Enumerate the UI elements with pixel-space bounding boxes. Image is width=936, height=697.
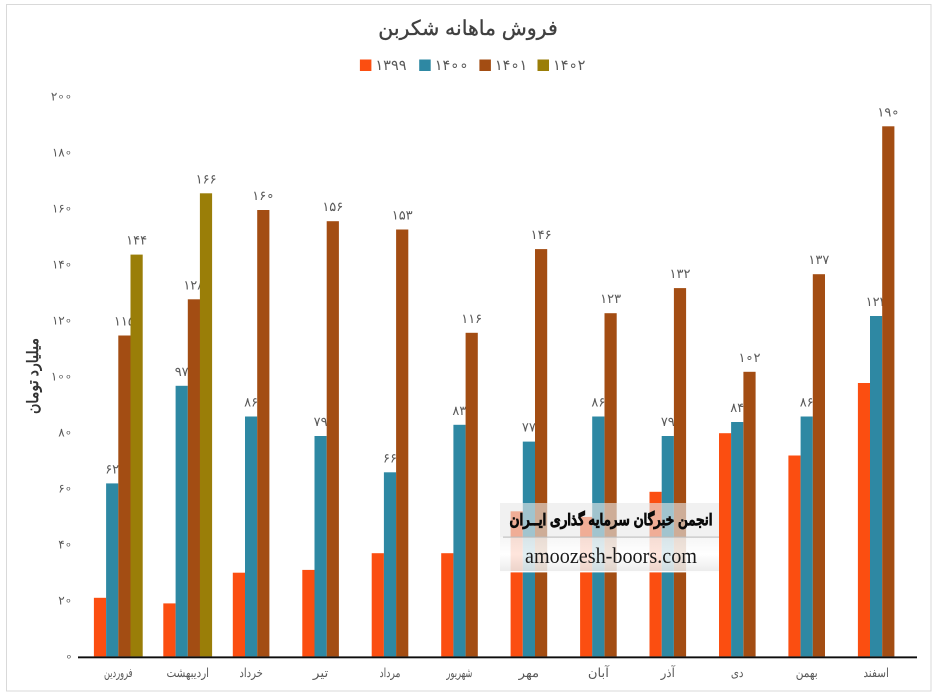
svg-text:۱۳۷: ۱۳۷ xyxy=(808,252,829,267)
svg-text:۱۹∘: ۱۹∘ xyxy=(877,104,899,119)
svg-text:۶۶: ۶۶ xyxy=(383,450,397,465)
svg-text:دی: دی xyxy=(731,666,744,680)
svg-text:تیر: تیر xyxy=(312,666,329,681)
svg-text:۱∘۲: ۱∘۲ xyxy=(738,350,760,365)
svg-text:۱۵۶: ۱۵۶ xyxy=(322,199,343,214)
svg-text:۱۱۶: ۱۱۶ xyxy=(461,311,482,326)
svg-text:۴∘: ۴∘ xyxy=(58,538,72,552)
svg-text:۱۴∘۱: ۱۴∘۱ xyxy=(495,58,527,74)
svg-text:۱۶۶: ۱۶۶ xyxy=(196,171,217,186)
svg-text:۱۳۲: ۱۳۲ xyxy=(670,266,691,281)
svg-text:۷۹: ۷۹ xyxy=(314,414,328,429)
svg-text:۶۲: ۶۲ xyxy=(105,461,119,476)
svg-text:۱۲∘: ۱۲∘ xyxy=(52,314,72,328)
svg-text:amoozesh-boors.com: amoozesh-boors.com xyxy=(525,543,697,568)
svg-text:۱۴∘۲: ۱۴∘۲ xyxy=(553,58,586,74)
svg-text:۱۳۹۹: ۱۳۹۹ xyxy=(375,58,406,74)
svg-text:خرداد: خرداد xyxy=(239,666,263,681)
svg-text:۸۴: ۸۴ xyxy=(730,400,744,415)
svg-text:۷۷: ۷۷ xyxy=(522,420,536,435)
svg-text:۱∘∘: ۱∘∘ xyxy=(51,370,72,384)
svg-text:۲∘: ۲∘ xyxy=(58,594,72,608)
svg-text:۱۴۴: ۱۴۴ xyxy=(126,233,147,248)
svg-text:۱۲۳: ۱۲۳ xyxy=(600,291,621,306)
svg-text:۸۶: ۸۶ xyxy=(244,395,258,410)
svg-text:۱۸∘: ۱۸∘ xyxy=(52,146,72,160)
svg-text:اردیبهشت: اردیبهشت xyxy=(167,666,210,681)
svg-text:آبان: آبان xyxy=(588,664,611,680)
svg-text:۲∘∘: ۲∘∘ xyxy=(51,90,72,104)
svg-text:۶∘: ۶∘ xyxy=(58,482,72,496)
svg-text:بهمن: بهمن xyxy=(796,666,818,681)
svg-text:۸∘: ۸∘ xyxy=(58,426,72,440)
svg-text:میلیارد تومان: میلیارد تومان xyxy=(25,338,43,414)
svg-text:۷۹: ۷۹ xyxy=(661,414,675,429)
svg-text:۹۷: ۹۷ xyxy=(175,364,189,379)
svg-text:۱۴∘: ۱۴∘ xyxy=(52,258,72,272)
svg-text:۸۳: ۸۳ xyxy=(452,403,466,418)
svg-text:انجمن خبرگان سرمایه گذاری ایــ: انجمن خبرگان سرمایه گذاری ایــران xyxy=(510,510,713,530)
svg-text:۱۵۳: ۱۵۳ xyxy=(392,208,413,223)
svg-text:۸۶: ۸۶ xyxy=(591,395,605,410)
svg-text:۱۶∘: ۱۶∘ xyxy=(52,202,72,216)
svg-text:۱۴۶: ۱۴۶ xyxy=(531,227,552,242)
svg-text:۱۲۲: ۱۲۲ xyxy=(866,294,887,309)
svg-text:مهر: مهر xyxy=(518,666,540,681)
svg-text:۸۶: ۸۶ xyxy=(800,395,814,410)
svg-text:۱۱۵: ۱۱۵ xyxy=(114,314,135,329)
svg-text:شهریور: شهریور xyxy=(446,666,473,681)
svg-text:فروش ماهانه شکربن: فروش ماهانه شکربن xyxy=(378,17,558,41)
svg-text:فروردین: فروردین xyxy=(104,666,133,681)
svg-text:آذر: آذر xyxy=(660,664,676,681)
svg-text:∘: ∘ xyxy=(65,650,72,664)
svg-text:۱۴∘∘: ۱۴∘∘ xyxy=(435,58,469,74)
svg-text:۱۲۸: ۱۲۸ xyxy=(183,277,204,292)
svg-text:مرداد: مرداد xyxy=(380,666,401,681)
svg-text:۱۶∘: ۱۶∘ xyxy=(252,188,274,203)
svg-text:اسفند: اسفند xyxy=(863,666,889,680)
